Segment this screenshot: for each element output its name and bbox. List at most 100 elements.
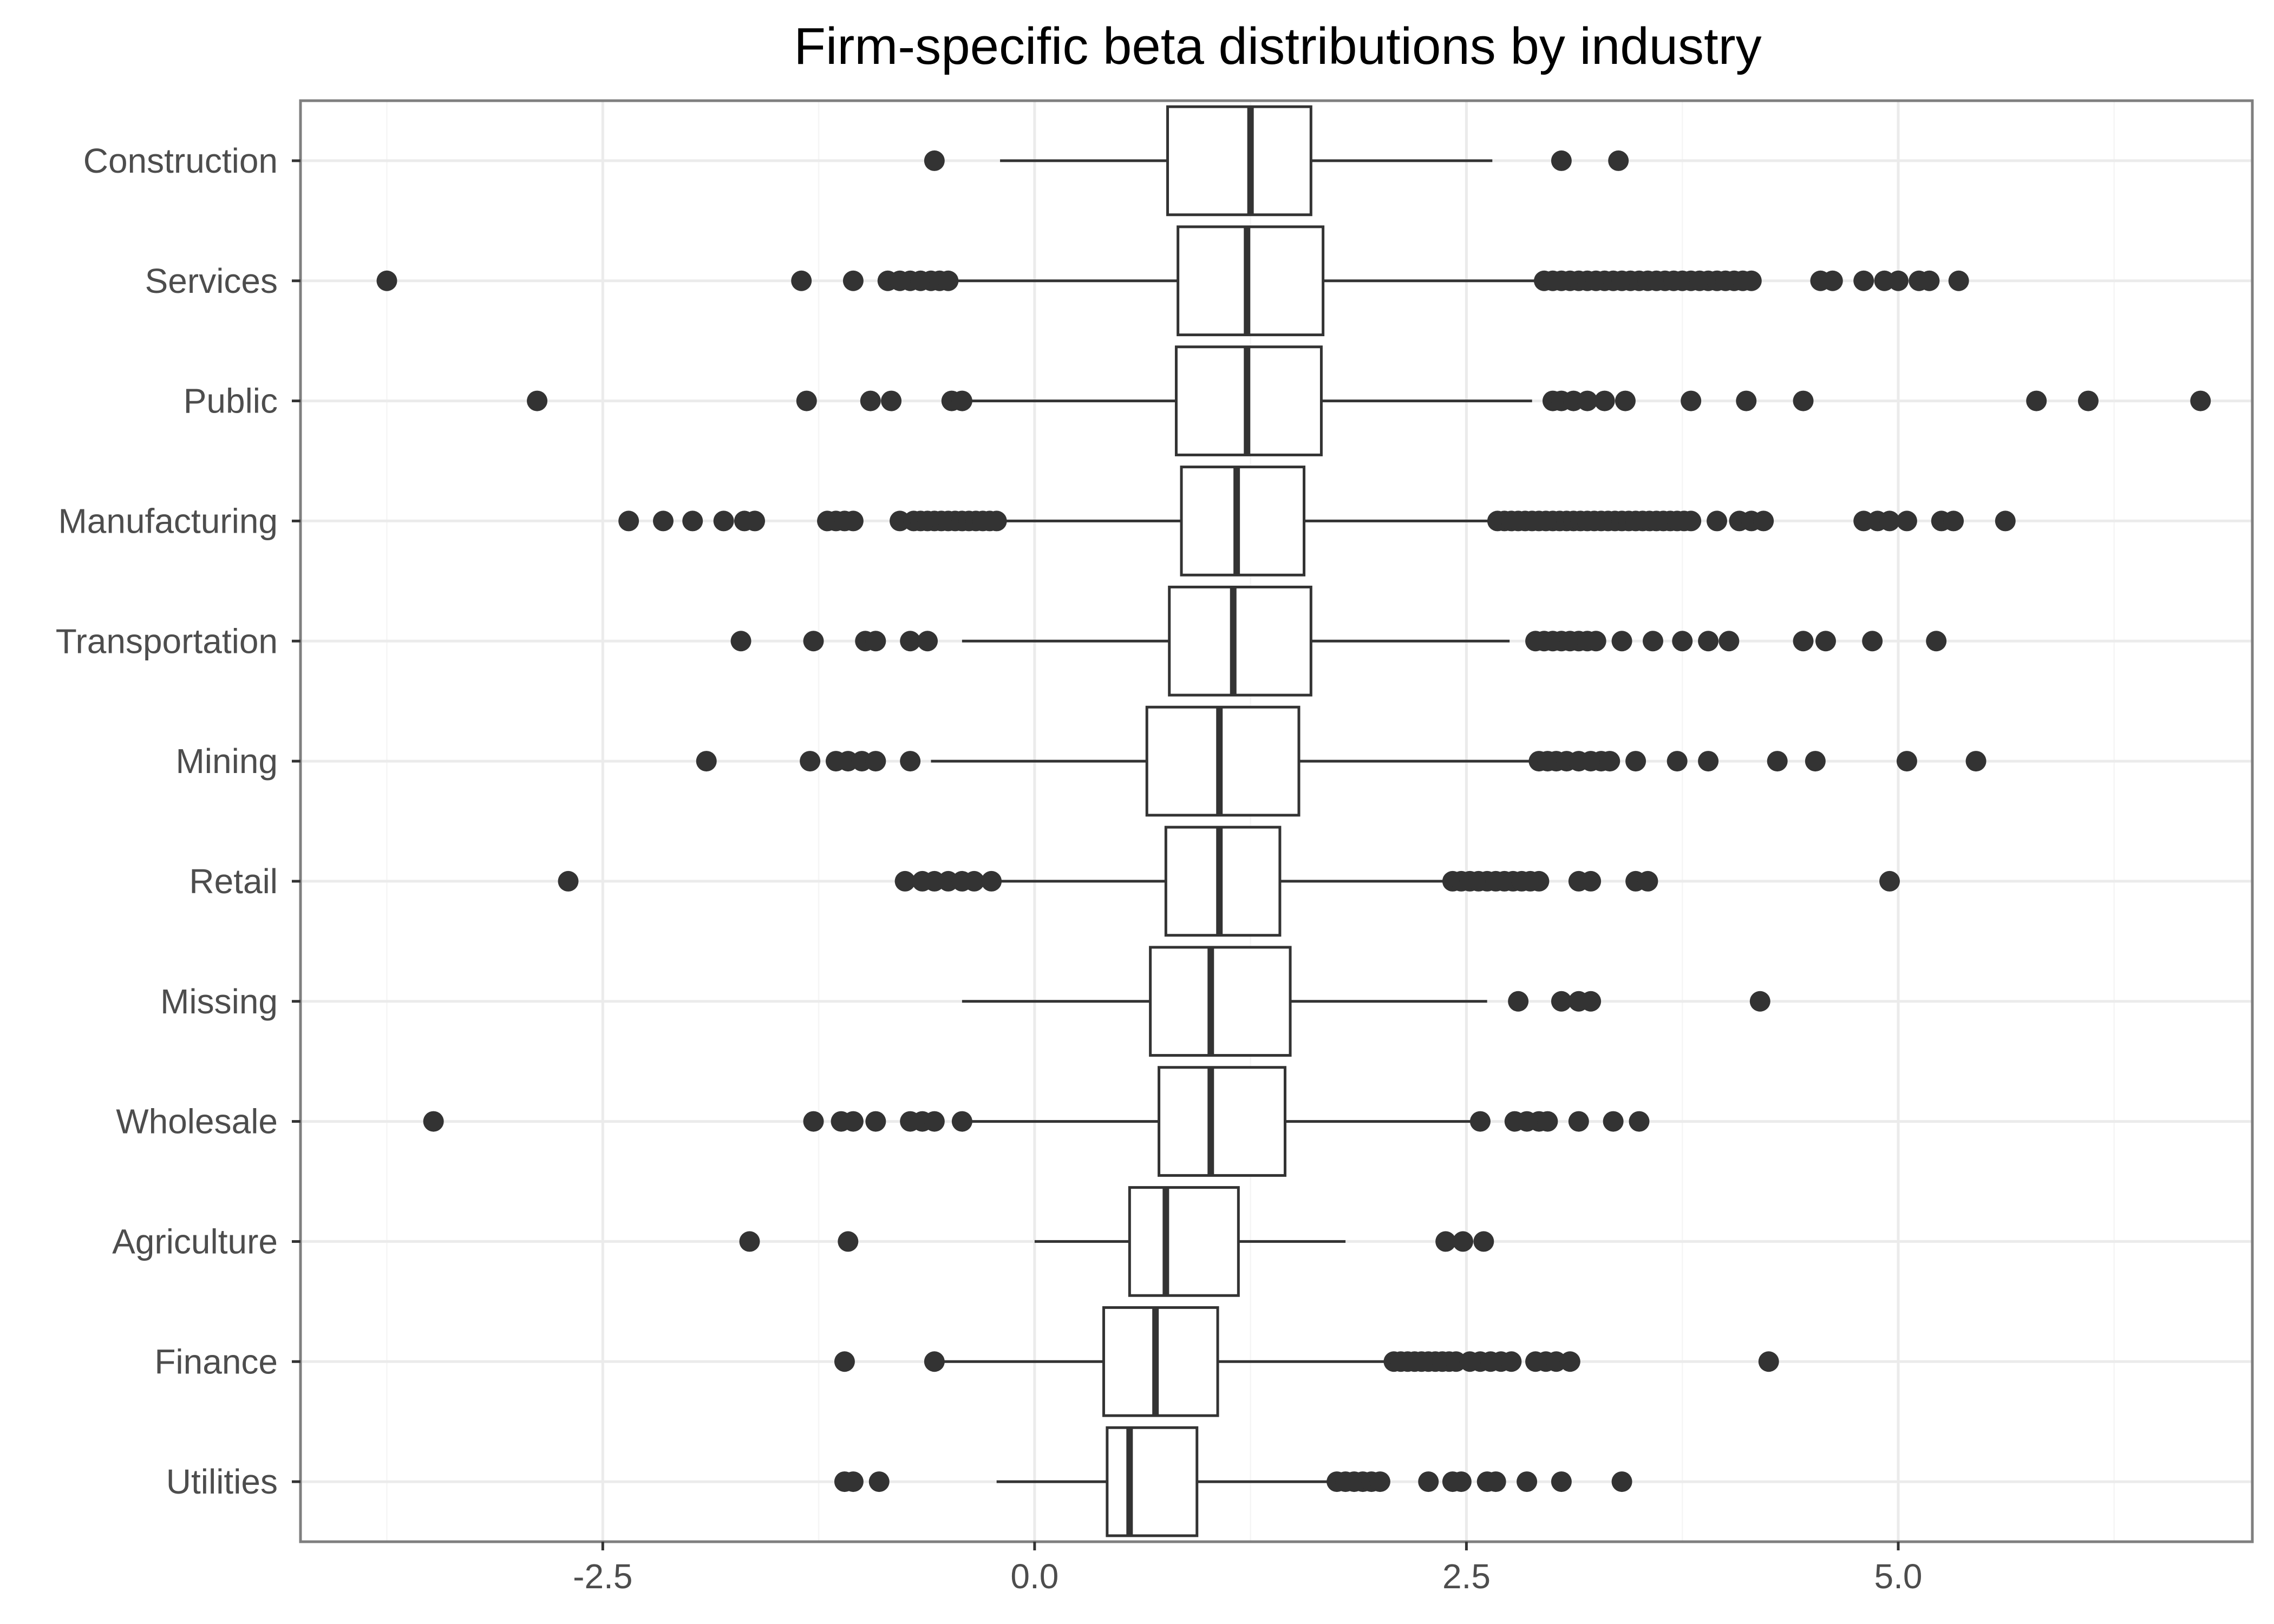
outlier-point — [2190, 391, 2211, 411]
box-iqr — [1151, 947, 1290, 1056]
outlier-point — [1741, 271, 1762, 291]
outlier-point — [1528, 871, 1549, 892]
outlier-point — [1897, 751, 1917, 771]
outlier-point — [1569, 1111, 1589, 1132]
outlier-point — [1501, 1351, 1521, 1372]
y-tick-label: Transportation — [56, 621, 278, 660]
outlier-point — [1612, 631, 1632, 651]
outlier-point — [1637, 871, 1658, 892]
outlier-point — [865, 1111, 886, 1132]
y-tick-label: Mining — [175, 742, 278, 781]
box-iqr — [1169, 587, 1311, 695]
outlier-point — [924, 150, 945, 171]
chart-title: Firm-specific beta distributions by indu… — [794, 17, 1761, 75]
outlier-point — [1822, 271, 1843, 291]
outlier-point — [1599, 751, 1620, 771]
outlier-point — [1949, 271, 1969, 291]
outlier-point — [1707, 510, 1727, 531]
outlier-point — [2026, 391, 2047, 411]
outlier-point — [1517, 1471, 1537, 1492]
outlier-point — [653, 510, 674, 531]
outlier-point — [1926, 631, 1946, 651]
box-iqr — [1129, 1188, 1238, 1296]
y-tick-label: Manufacturing — [58, 501, 278, 540]
outlier-point — [618, 510, 639, 531]
outlier-point — [838, 1231, 858, 1252]
box-iqr — [1181, 467, 1304, 575]
outlier-point — [739, 1231, 760, 1252]
outlier-point — [1681, 510, 1701, 531]
outlier-point — [800, 751, 820, 771]
box-iqr — [1159, 1068, 1285, 1176]
outlier-point — [1793, 631, 1814, 651]
box-iqr — [1166, 827, 1280, 935]
y-tick-label: Missing — [160, 982, 278, 1021]
outlier-point — [696, 751, 717, 771]
outlier-point — [1615, 391, 1636, 411]
outlier-point — [952, 391, 972, 411]
outlier-point — [843, 271, 864, 291]
outlier-point — [1603, 1111, 1624, 1132]
x-tick-label: 0.0 — [1010, 1557, 1058, 1596]
outlier-point — [1862, 631, 1883, 651]
outlier-point — [1608, 150, 1629, 171]
outlier-point — [900, 751, 920, 771]
outlier-point — [1698, 751, 1718, 771]
outlier-point — [1753, 510, 1774, 531]
y-tick-label: Services — [145, 261, 278, 300]
outlier-point — [1612, 1471, 1632, 1492]
outlier-point — [377, 271, 397, 291]
outlier-point — [558, 871, 578, 892]
outlier-point — [1551, 150, 1572, 171]
outlier-point — [1595, 391, 1615, 411]
outlier-point — [881, 391, 901, 411]
outlier-point — [1888, 271, 1909, 291]
outlier-point — [860, 391, 881, 411]
x-tick-label: 2.5 — [1442, 1557, 1491, 1596]
y-tick-label: Retail — [189, 862, 278, 901]
outlier-point — [423, 1111, 444, 1132]
outlier-point — [924, 1351, 945, 1372]
outlier-point — [744, 510, 765, 531]
outlier-point — [1667, 751, 1688, 771]
outlier-point — [924, 1111, 945, 1132]
outlier-point — [1551, 1471, 1572, 1492]
box-iqr — [1178, 227, 1323, 335]
outlier-point — [1672, 631, 1693, 651]
outlier-point — [1750, 991, 1770, 1012]
y-tick-label: Wholesale — [116, 1102, 278, 1141]
box-iqr — [1107, 1427, 1197, 1536]
outlier-point — [803, 631, 824, 651]
outlier-point — [714, 510, 734, 531]
outlier-point — [917, 631, 938, 651]
outlier-point — [986, 510, 1007, 531]
outlier-point — [1793, 391, 1814, 411]
outlier-point — [2078, 391, 2099, 411]
outlier-point — [981, 871, 1002, 892]
outlier-point — [1453, 1231, 1473, 1252]
y-tick-label: Public — [184, 382, 278, 421]
outlier-point — [1736, 391, 1756, 411]
outlier-point — [796, 391, 817, 411]
outlier-point — [1767, 751, 1788, 771]
y-tick-label: Agriculture — [112, 1222, 278, 1261]
y-tick-label: Finance — [154, 1342, 278, 1381]
outlier-point — [1853, 271, 1874, 291]
outlier-point — [1943, 510, 1964, 531]
outlier-point — [1580, 871, 1601, 892]
outlier-point — [1805, 751, 1826, 771]
outlier-point — [1897, 510, 1917, 531]
y-tick-label: Construction — [83, 141, 278, 180]
outlier-point — [1580, 991, 1601, 1012]
outlier-point — [791, 271, 812, 291]
outlier-point — [1718, 631, 1739, 651]
outlier-point — [1919, 271, 1939, 291]
outlier-point — [843, 510, 864, 531]
outlier-point — [1629, 1111, 1649, 1132]
outlier-point — [1473, 1231, 1494, 1252]
outlier-point — [682, 510, 703, 531]
outlier-point — [1995, 510, 2016, 531]
outlier-point — [731, 631, 752, 651]
outlier-point — [1879, 871, 1900, 892]
outlier-point — [1759, 1351, 1779, 1372]
